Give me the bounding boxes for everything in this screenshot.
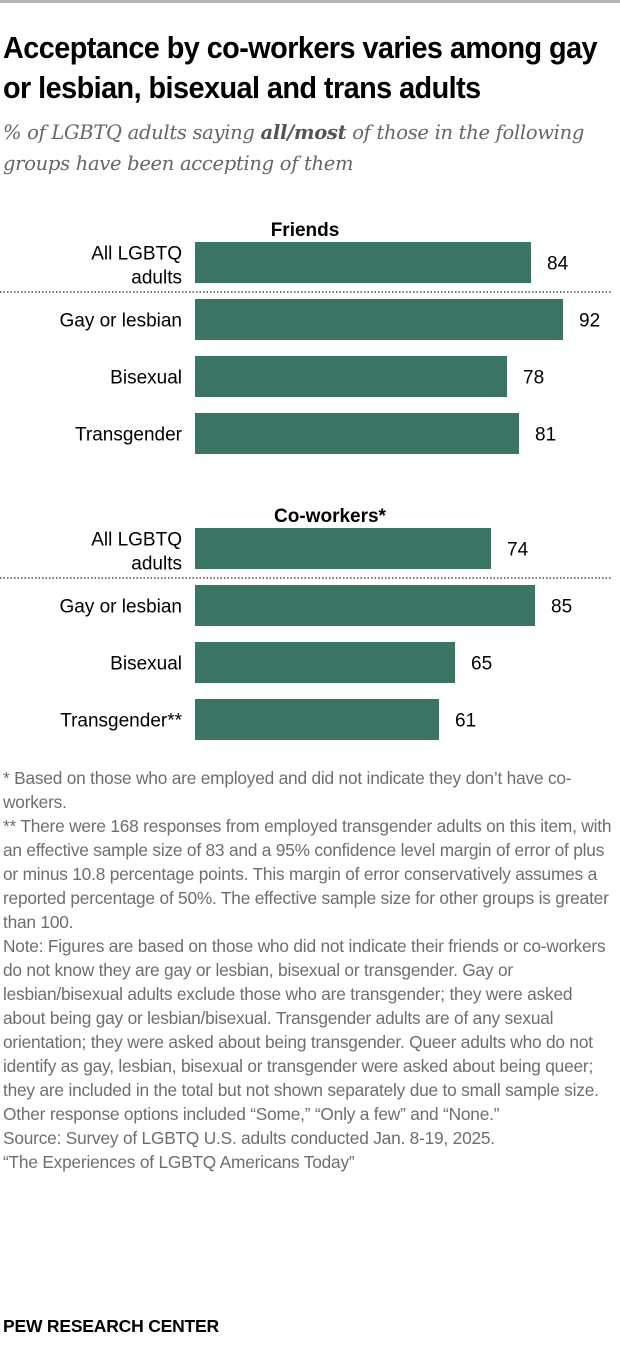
value-label: 78 [523,368,544,389]
value-label: 92 [579,311,600,332]
value-label: 61 [455,711,476,732]
top-rule [0,0,620,3]
bar [195,413,519,454]
bar [195,699,439,740]
chart-title: Acceptance by co-workers varies among ga… [3,30,598,105]
note-report: “The Experiences of LGBTQ Americans Toda… [3,1152,355,1172]
note-source: Source: Survey of LGBTQ U.S. adults cond… [3,1128,495,1148]
category-label: Transgender [75,425,183,446]
value-label: 74 [507,540,529,561]
category-label: Gay or lesbian [59,597,182,618]
note-main: Note: Figures are based on those who did… [3,936,606,1124]
value-label: 81 [535,425,556,446]
subtitle-post: of those in the following groups have be… [3,121,585,175]
value-label: 65 [471,654,492,675]
category-label: Transgender** [60,711,182,732]
pew-logo-text: PEW RESEARCH CENTER [3,1316,219,1336]
bar [195,642,455,683]
bar [195,585,535,626]
panel-title: Friends [271,220,340,241]
note-double-asterisk: ** There were 168 responses from employe… [3,816,612,932]
subtitle-pre: % of LGBTQ adults saying [3,121,261,144]
notes: * Based on those who are employed and di… [3,766,615,1174]
bar [195,356,507,397]
bar-chart: Friends 84 All LGBTQ adults 92 Gay or lesbian… [0,220,612,740]
category-label: Bisexual [110,654,182,675]
bar [195,528,491,569]
subtitle-bold: all/most [260,121,347,144]
category-label: All LGBTQ adults [91,530,182,575]
chart-subtitle: % of LGBTQ adults saying all/most of tho… [3,117,603,179]
value-label: 85 [551,597,572,618]
value-label: 84 [547,254,569,275]
category-label: Gay or lesbian [59,311,182,332]
category-label: All LGBTQ adults [91,244,182,289]
note-asterisk: * Based on those who are employed and di… [3,768,572,812]
bar [195,299,563,340]
bar [195,242,531,283]
category-label: Bisexual [110,368,182,389]
panel-title: Co-workers* [274,506,387,527]
